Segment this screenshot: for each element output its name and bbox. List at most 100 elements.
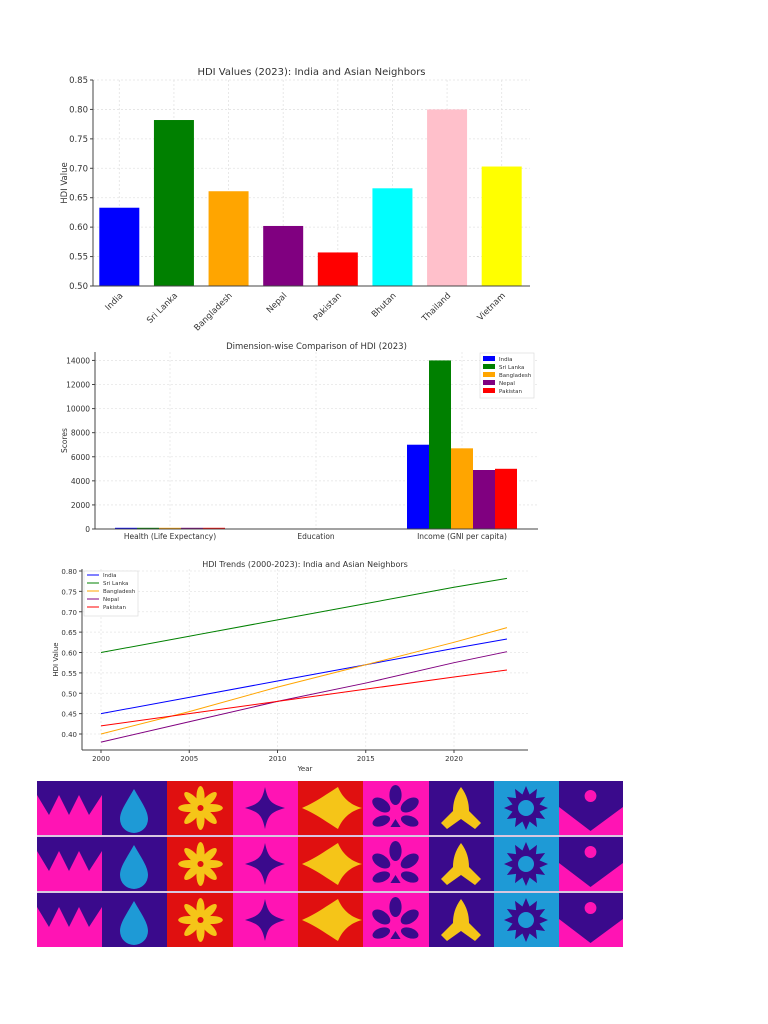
praying-hands-icon (429, 893, 494, 947)
x-tick-label: Thailand (420, 291, 454, 325)
line-sri-lanka (100, 577, 508, 653)
bar-sri-lanka (137, 527, 159, 529)
x-tick-label: India (104, 291, 126, 313)
pattern-row (37, 781, 623, 835)
bar-india (99, 207, 140, 286)
crown-icon (37, 837, 102, 891)
x-tick-label: Bhutan (370, 291, 399, 320)
y-tick-label: 10000 (66, 405, 90, 414)
chart-title: HDI Trends (2000-2023): India and Asian … (202, 560, 408, 569)
decorative-pattern-band (37, 781, 623, 947)
dimension-comparison-bar-chart: Dimension-wise Comparison of HDI (2023) 0… (40, 335, 550, 545)
bar-nepal (473, 470, 495, 529)
y-tick-label: 0.60 (69, 223, 88, 233)
pattern-row (37, 891, 623, 947)
y-tick-label: 0.50 (61, 690, 77, 698)
legend-label: Pakistan (103, 605, 127, 611)
x-tick-label: Health (Life Expectancy) (124, 532, 216, 541)
bar-india (407, 444, 429, 529)
y-tick-label: 0.70 (61, 609, 77, 617)
x-tick-label: Pakistan (312, 291, 344, 323)
legend-label: Bangladesh (499, 373, 532, 379)
legend-label: Sri Lanka (499, 365, 524, 371)
y-tick-label: 0 (85, 525, 90, 534)
hdi-trends-plot: HDI Trends (2000-2023): India and Asian … (52, 560, 528, 773)
chart-title: Dimension-wise Comparison of HDI (2023) (226, 342, 407, 352)
four-point-star-icon (233, 837, 298, 891)
bar-sri-lanka (153, 120, 194, 286)
bar-pakistan (203, 527, 225, 529)
y-tick-label: 0.65 (69, 194, 88, 204)
bar-vietnam (481, 166, 522, 286)
water-drop-icon (102, 781, 167, 835)
y-tick-label: 0.40 (61, 731, 77, 739)
diamond-icon (298, 893, 363, 947)
bar-thailand (427, 109, 468, 286)
y-tick-label: 0.55 (61, 670, 77, 678)
x-tick-label: 2015 (357, 755, 375, 763)
sun-icon (494, 837, 559, 891)
chevron-dot-icon (559, 893, 623, 947)
flower-burst-icon (167, 837, 233, 891)
praying-hands-icon (429, 781, 494, 835)
y-tick-label: 0.85 (69, 76, 88, 86)
legend-label: Nepal (103, 597, 119, 603)
bar-bangladesh (451, 448, 473, 529)
chart-legend: India Sri Lanka Bangladesh Nepal Pakistan (83, 570, 139, 617)
water-drop-icon (102, 837, 167, 891)
line-bangladesh (100, 627, 508, 735)
x-tick-label: 2005 (180, 755, 198, 763)
crown-icon (37, 781, 102, 835)
y-tick-label: 0.80 (69, 105, 88, 115)
y-tick-label: 4000 (71, 477, 90, 486)
y-axis-label: HDI Value (52, 642, 60, 676)
y-tick-label: 2000 (71, 501, 90, 510)
dimension-comparison-plot: Dimension-wise Comparison of HDI (2023) 0… (60, 342, 538, 541)
sun-icon (494, 781, 559, 835)
y-tick-label: 0.70 (69, 164, 88, 174)
chart-title: HDI Values (2023): India and Asian Neigh… (197, 67, 425, 78)
hdi-trends-line-chart: HDI Trends (2000-2023): India and Asian … (40, 555, 540, 775)
legend-label: Pakistan (499, 389, 523, 395)
y-tick-label: 0.60 (61, 650, 77, 658)
y-tick-label: 0.80 (61, 568, 77, 576)
x-tick-label: 2000 (92, 755, 110, 763)
x-tick-label: Nepal (265, 291, 289, 315)
y-tick-label: 6000 (71, 453, 90, 462)
legend-label: Nepal (499, 381, 515, 387)
diamond-icon (298, 781, 363, 835)
x-tick-label: 2020 (445, 755, 463, 763)
legend-label: Bangladesh (103, 589, 136, 595)
flower-burst-icon (167, 893, 233, 947)
y-tick-label: 12000 (66, 381, 90, 390)
y-tick-label: 14000 (66, 356, 90, 365)
line-nepal (100, 651, 508, 743)
bar-india (115, 527, 137, 529)
legend-label: Sri Lanka (103, 581, 128, 587)
y-tick-label: 0.65 (61, 629, 77, 637)
x-tick-label: Income (GNI per capita) (417, 532, 507, 541)
bar-sri-lanka (429, 360, 451, 529)
four-point-star-icon (233, 893, 298, 947)
bar-bangladesh (208, 191, 249, 286)
leaf-cluster-icon (363, 837, 429, 891)
praying-hands-icon (429, 837, 494, 891)
crown-icon (37, 893, 102, 947)
y-tick-label: 0.75 (61, 588, 77, 596)
diamond-icon (298, 837, 363, 891)
x-tick-label: Bangladesh (192, 291, 234, 333)
x-tick-label: Education (297, 532, 335, 541)
leaf-cluster-icon (363, 893, 429, 947)
y-tick-label: 0.45 (61, 711, 77, 719)
y-axis-label: Scores (60, 428, 69, 453)
x-tick-label: Sri Lanka (145, 291, 180, 326)
y-tick-label: 0.75 (69, 135, 88, 145)
x-axis-label: Year (297, 765, 313, 773)
hdi-values-plot: HDI Values (2023): India and Asian Neigh… (60, 67, 530, 333)
y-tick-label: 0.50 (69, 282, 88, 292)
bar-pakistan (495, 468, 517, 529)
line-pakistan (100, 669, 508, 727)
y-tick-label: 0.55 (69, 253, 88, 263)
sun-icon (494, 893, 559, 947)
x-tick-label: Vietnam (476, 291, 508, 323)
